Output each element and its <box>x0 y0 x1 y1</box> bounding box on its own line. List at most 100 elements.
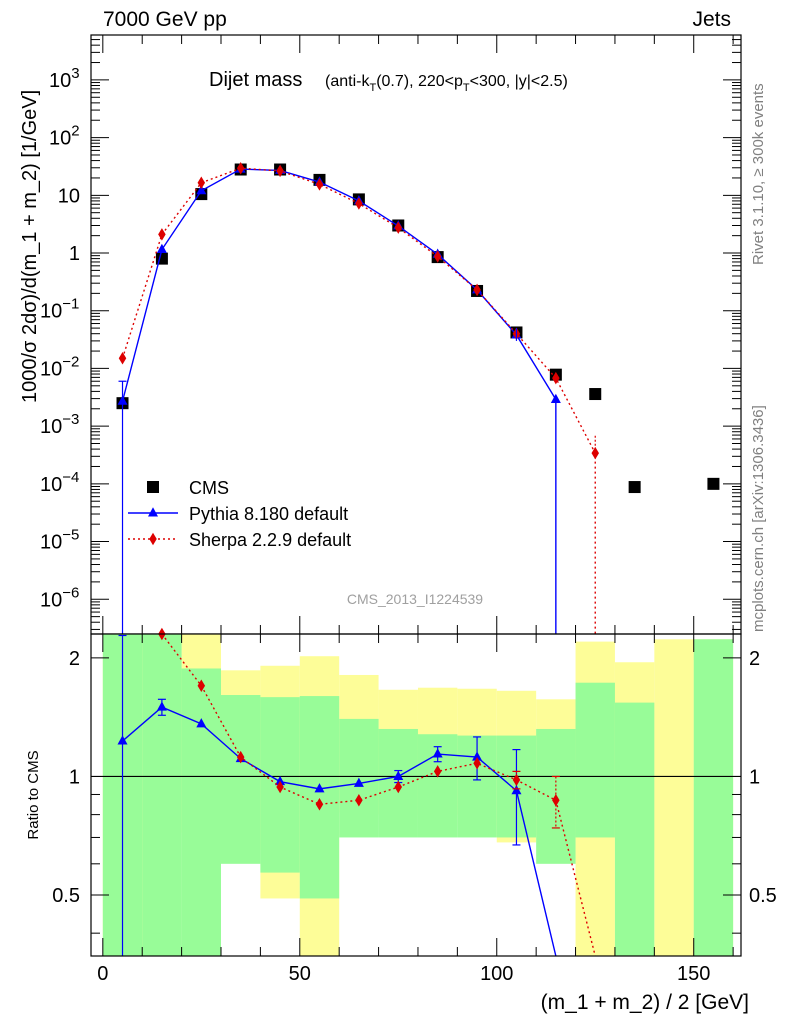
stat-band <box>181 668 221 956</box>
ratio-y-tick-label: 0.5 <box>52 885 80 907</box>
data-point <box>550 393 561 403</box>
data-point <box>355 197 363 210</box>
data-point <box>433 250 442 263</box>
stat-band <box>575 682 615 838</box>
ratio-point <box>314 783 325 793</box>
legend-entry: CMS <box>147 478 229 498</box>
series-line <box>121 167 596 634</box>
ratio-point <box>275 775 286 786</box>
ratio-series-sherpa-2-2-9-default <box>158 627 596 957</box>
data-point <box>315 178 324 191</box>
rivet-version-label: Rivet 3.1.10, ≥ 300k events <box>750 83 767 265</box>
ratio-y-axis-label: Ratio to CMS <box>25 750 42 839</box>
ratio-plot-data <box>91 627 741 957</box>
ratio-y-tick-label: 1 <box>69 766 80 788</box>
y-tick-label: 10−1 <box>40 296 79 323</box>
y-tick-label: 1 <box>69 243 80 265</box>
y-axis-label: 1000/σ 2dσ)/d(m_1 + m_2) [1/GeV] <box>19 90 41 403</box>
y-tick-label: 102 <box>49 123 80 150</box>
ratio-y-tick-label-right: 1 <box>749 766 760 788</box>
ratio-point <box>156 701 167 711</box>
series-line <box>121 168 557 634</box>
legend: CMS Pythia 8.180 default Sherpa 2.2.9 defa… <box>128 478 351 550</box>
data-point <box>197 176 206 190</box>
stat-band <box>693 639 734 956</box>
x-tick-label: 150 <box>677 963 710 985</box>
ratio-series-pythia-8-180-default <box>117 634 557 957</box>
x-axis-label: (m_1 + m_2) / 2 [GeV] <box>541 991 749 1014</box>
y-tick-label: 10−4 <box>40 469 79 496</box>
ratio-plot-ticks: 0 50 100 150 0.5 0.5 1 1 2 2 <box>52 634 777 985</box>
legend-marker <box>147 481 159 493</box>
y-tick-label: 10−2 <box>40 353 79 380</box>
data-point <box>276 164 284 178</box>
x-tick-label: 50 <box>289 963 311 985</box>
y-tick-label: 103 <box>49 65 80 92</box>
legend-marker <box>148 507 158 517</box>
legend-entry: Pythia 8.180 default <box>128 504 348 524</box>
legend-entry: Sherpa 2.2.9 default <box>128 530 351 550</box>
ratio-y-tick-label: 2 <box>69 648 80 670</box>
plot-title-detail: (anti-kT(0.7), 220<pT<300, |y|<2.5) <box>325 73 568 94</box>
y-tick-label: 10−3 <box>40 411 79 438</box>
process-label: Jets <box>692 8 731 31</box>
ratio-point <box>394 780 403 794</box>
legend-marker <box>149 532 157 546</box>
data-point <box>552 371 560 385</box>
ratio-point <box>196 718 207 728</box>
ratio-point <box>315 797 324 811</box>
data-point <box>118 352 127 365</box>
data-point <box>155 252 168 265</box>
ratio-point <box>393 770 404 780</box>
ratio-point <box>276 780 284 794</box>
main-plot-ticks: 10−6 10−5 10−4 10−3 10−2 10−1 1 10 102 103 <box>40 34 741 634</box>
ratio-point <box>472 751 483 761</box>
ratio-y-tick-label-right: 2 <box>749 648 760 670</box>
ratio-point <box>473 757 481 770</box>
data-point <box>156 243 167 254</box>
y-tick-label: 10 <box>58 185 80 207</box>
ratio-plot-panel: 0 50 100 150 0.5 0.5 1 1 2 2 Ratio to CMS (m_1 + … <box>25 627 777 1014</box>
stat-band <box>614 702 655 956</box>
data-point <box>394 221 403 234</box>
series-sherpa-2-2-9-default <box>118 161 599 634</box>
series-cms <box>116 163 720 494</box>
y-tick-label: 10−5 <box>40 527 79 554</box>
data-point <box>236 161 245 175</box>
ratio-point <box>511 784 522 795</box>
stat-band <box>299 696 340 899</box>
ratio-line <box>122 706 557 957</box>
ratio-point <box>353 777 364 787</box>
ratio-y-tick-label-right: 0.5 <box>749 885 777 907</box>
data-point <box>628 481 641 494</box>
data-point <box>473 283 481 297</box>
ratio-point <box>355 794 363 807</box>
energy-label: 7000 GeV pp <box>103 8 227 31</box>
ratio-point <box>197 679 206 692</box>
x-tick-label: 100 <box>480 963 513 985</box>
source-label: mcplots.cern.ch [arXiv:1306.3436] <box>750 405 767 632</box>
ratio-point <box>433 765 442 778</box>
ratio-point <box>432 748 443 758</box>
ratio-point <box>117 735 128 745</box>
main-plot-panel: 10−6 10−5 10−4 10−3 10−2 10−1 1 10 102 103 Dijet … <box>19 34 742 635</box>
ratio-point <box>552 794 560 807</box>
data-point <box>589 388 602 401</box>
stat-band <box>142 634 182 956</box>
legend-label: Sherpa 2.2.9 default <box>189 530 351 550</box>
ratio-point <box>512 773 521 787</box>
series-pythia-8-180-default <box>117 163 561 634</box>
plot-title: Dijet mass <box>209 69 302 91</box>
ratio-point <box>236 750 245 764</box>
legend-label: CMS <box>189 478 229 498</box>
y-tick-label: 10−6 <box>40 584 79 611</box>
x-tick-label: 0 <box>97 963 108 985</box>
ratio-plot-frame <box>90 633 742 957</box>
stat-band <box>221 695 261 864</box>
analysis-watermark: CMS_2013_I1224539 <box>347 591 483 607</box>
main-plot-data <box>116 161 720 634</box>
data-point <box>196 184 207 195</box>
sys-band <box>654 639 694 956</box>
data-point <box>158 228 166 241</box>
